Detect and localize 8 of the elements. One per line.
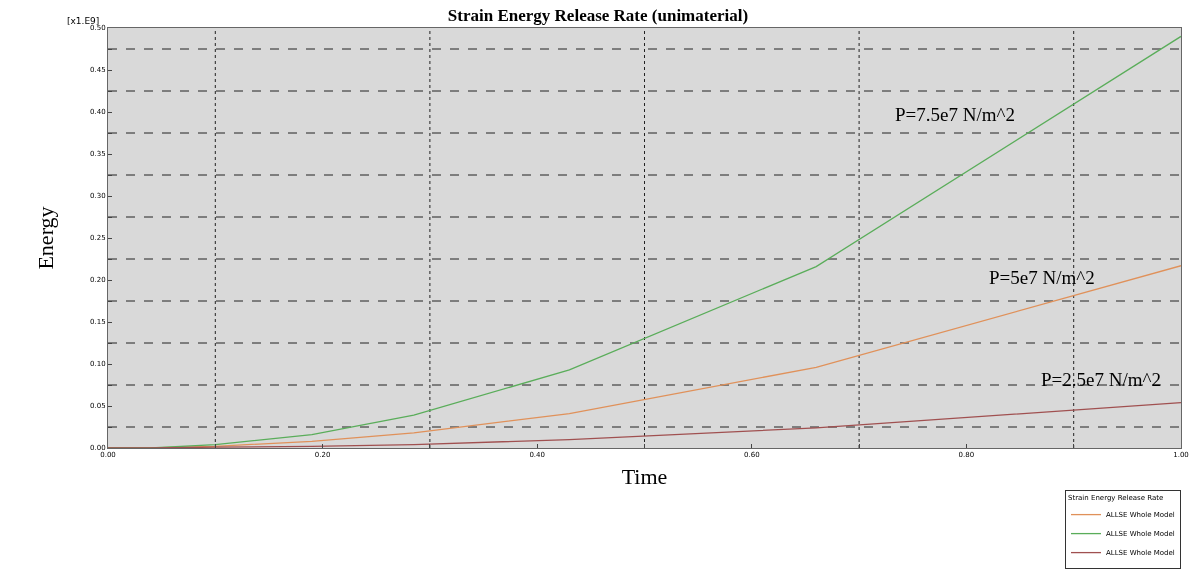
annotation: P=5e7 N/m^2 xyxy=(989,267,1095,288)
y-axis-title: Energy xyxy=(32,206,58,270)
annotation: P=2.5e7 N/m^2 xyxy=(1041,369,1161,390)
chart-title: Strain Energy Release Rate (unimaterial) xyxy=(447,5,749,25)
x-axis-title: Time xyxy=(621,464,668,490)
annotation: P=7.5e7 N/m^2 xyxy=(895,104,1015,125)
text: [x1.E9] xyxy=(67,16,100,26)
line-series xyxy=(108,401,1181,448)
